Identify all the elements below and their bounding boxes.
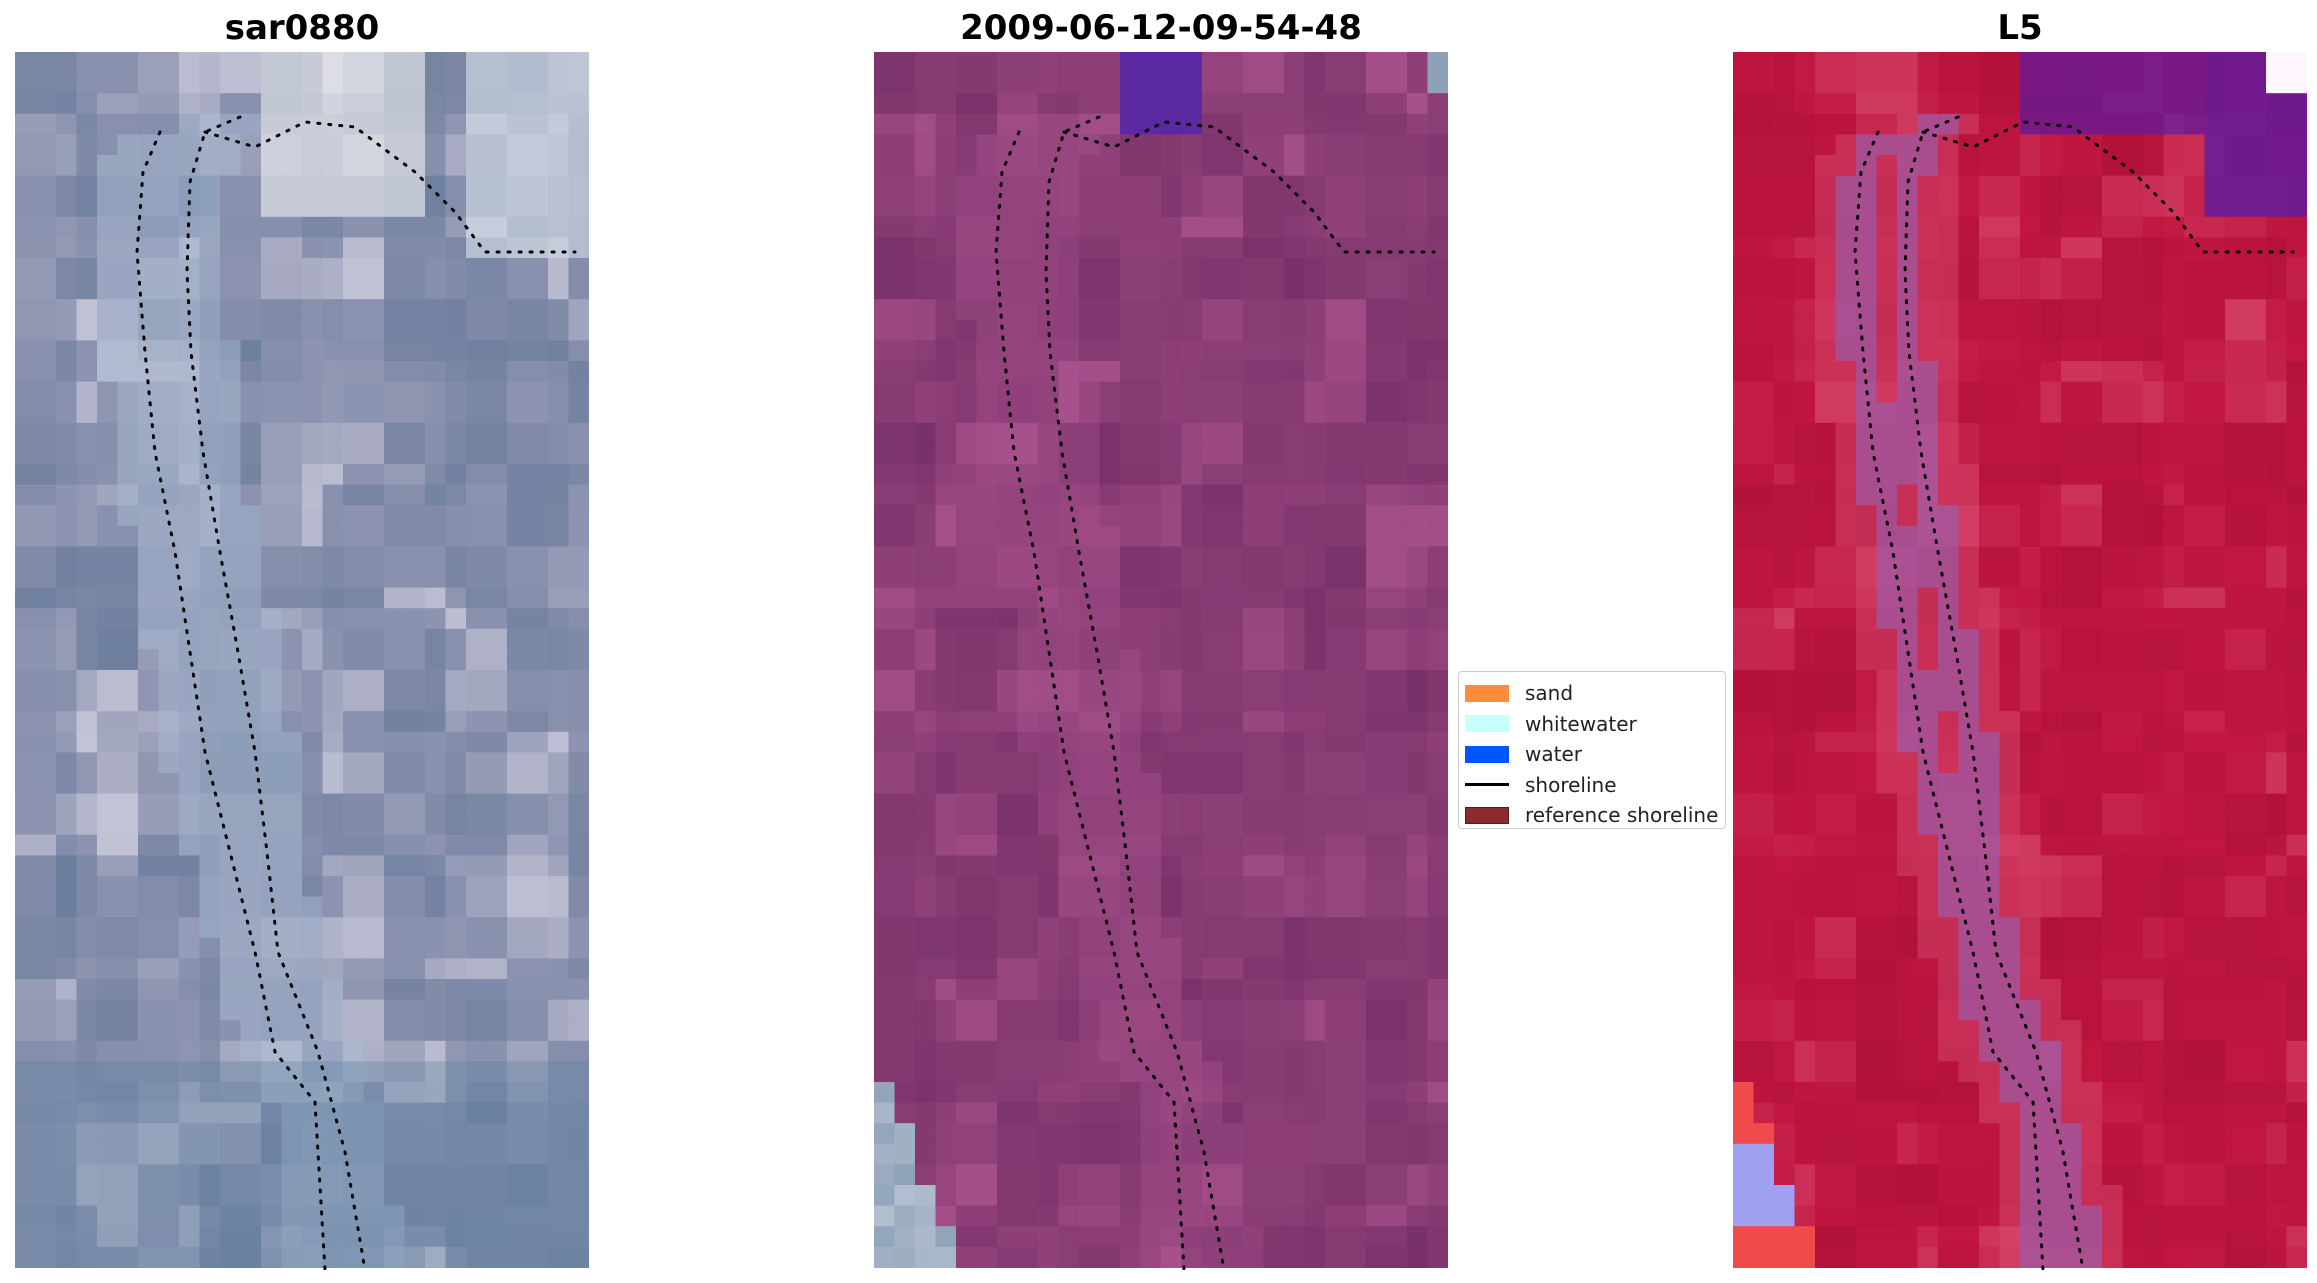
reference-shoreline-trace [994, 130, 1186, 1270]
panel-title-rgb: sar0880 [224, 8, 380, 48]
legend-label-whitewater: whitewater [1525, 711, 1637, 736]
legend-label-shoreline: shoreline [1525, 772, 1617, 797]
legend-item-water: water [1459, 739, 1725, 770]
shoreline-trace-top [1921, 120, 2295, 254]
shoreline-trace [1044, 115, 1226, 1270]
shoreline-trace-top [203, 120, 577, 254]
legend-label-reference-shoreline: reference shoreline [1525, 803, 1719, 828]
legend-label-water: water [1525, 742, 1582, 767]
shoreline-trace [1903, 115, 2085, 1270]
shoreline-trace [185, 115, 367, 1270]
legend: sand whitewater water shoreline referenc… [1458, 671, 1726, 829]
index-image [1733, 52, 2307, 1270]
legend-item-reference-shoreline: reference shoreline [1459, 800, 1725, 831]
rgb-image [15, 52, 589, 1270]
legend-item-sand: sand [1459, 678, 1725, 709]
legend-item-shoreline: shoreline [1459, 770, 1725, 801]
legend-swatch-sand [1465, 684, 1509, 702]
legend-swatch-water [1465, 745, 1509, 763]
legend-swatch-reference-shoreline [1465, 806, 1509, 824]
reference-shoreline-trace [1853, 130, 2045, 1270]
rgb-image-panel [15, 52, 589, 1270]
legend-label-sand: sand [1525, 681, 1574, 706]
classified-image [874, 52, 1448, 1270]
classified-image-panel [874, 52, 1448, 1270]
shoreline-trace-top [1062, 120, 1436, 254]
legend-swatch-whitewater [1465, 715, 1509, 733]
panel-title-date: 2009-06-12-09-54-48 [960, 8, 1362, 48]
reference-shoreline-trace [135, 130, 327, 1270]
index-image-panel [1733, 52, 2307, 1270]
legend-line-shoreline [1465, 783, 1509, 787]
panel-title-index: L5 [1997, 8, 2043, 48]
legend-item-whitewater: whitewater [1459, 709, 1725, 740]
